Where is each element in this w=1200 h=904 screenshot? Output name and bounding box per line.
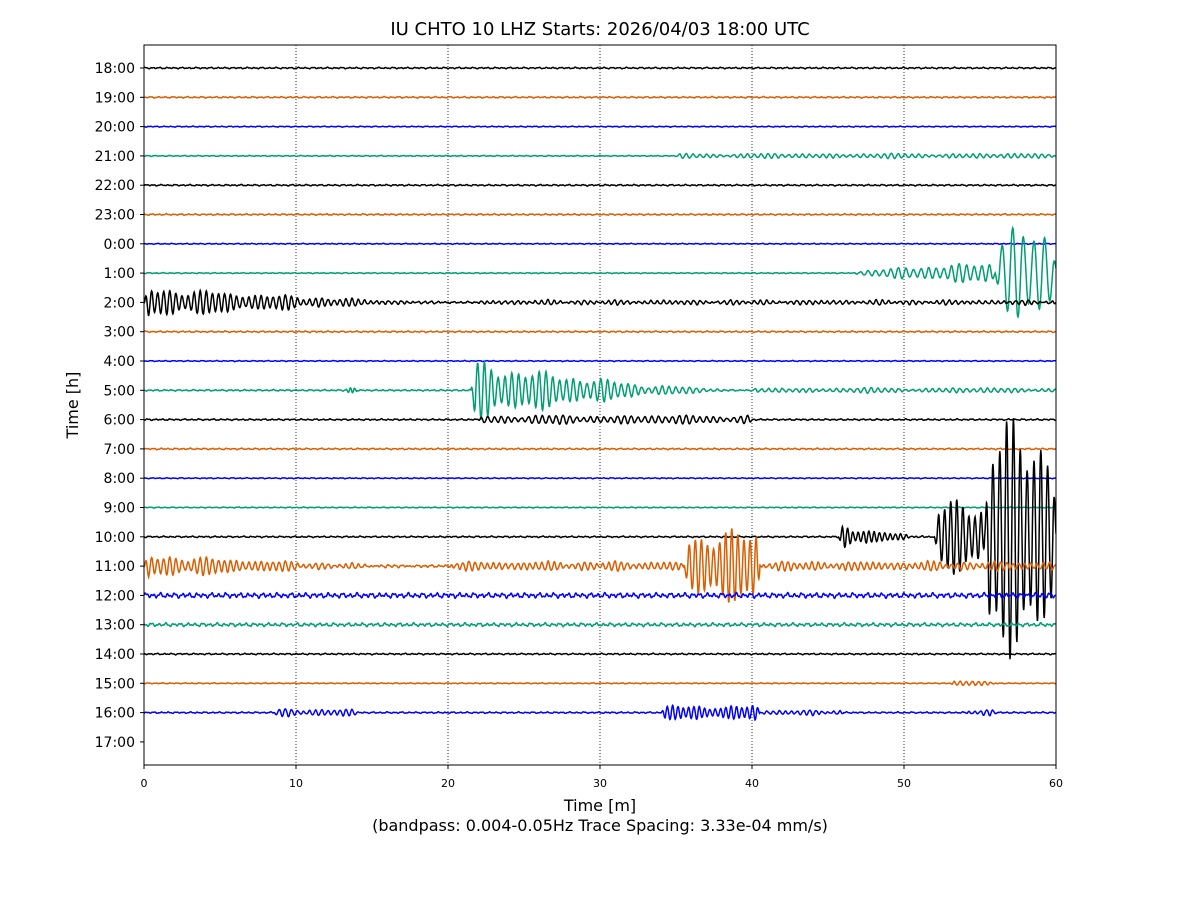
y-tick-label: 10:00: [95, 530, 135, 546]
x-tick-label: 20: [441, 777, 455, 790]
y-tick-label: 8:00: [104, 471, 135, 487]
trace-1-00: [144, 225, 1056, 319]
trace-21-00: [144, 152, 1056, 160]
x-tick-label: 0: [141, 777, 148, 790]
y-tick-label: 19:00: [95, 90, 135, 106]
y-tick-label: 12:00: [95, 588, 135, 604]
grid-lines: [295, 45, 905, 765]
x-tick-label: 60: [1049, 777, 1063, 790]
trace-3-00: [144, 330, 1056, 334]
x-tick-label: 10: [289, 777, 303, 790]
y-tick-label: 1:00: [104, 266, 135, 282]
y-axis-label: Time [h]: [63, 372, 82, 440]
y-tick-label: 20:00: [95, 120, 135, 136]
trace-0-00: [144, 242, 1056, 246]
y-tick-label: 4:00: [104, 354, 135, 370]
y-tick-label: 18:00: [95, 61, 135, 77]
trace-2-00: [144, 288, 1056, 317]
y-tick-label: 11:00: [95, 559, 135, 575]
y-tick-label: 9:00: [104, 501, 135, 517]
x-tick-label: 50: [897, 777, 911, 790]
y-tick-label: 7:00: [104, 442, 135, 458]
y-tick-label: 23:00: [95, 208, 135, 224]
y-tick-label: 3:00: [104, 325, 135, 341]
trace-14-00: [144, 652, 1056, 656]
trace-6-00: [144, 414, 1056, 426]
y-tick-label: 2:00: [104, 295, 135, 311]
trace-8-00: [144, 476, 1056, 480]
y-tick-label: 5:00: [104, 383, 135, 399]
trace-13-00: [144, 621, 1056, 628]
x-axis-ticks: 0 10 20 30 40 50 60: [141, 765, 1063, 790]
y-tick-label: 15:00: [95, 676, 135, 692]
trace-7-00: [144, 447, 1056, 451]
chart-subtitle: (bandpass: 0.004-0.05Hz Trace Spacing: 3…: [372, 816, 828, 835]
x-tick-label: 30: [593, 777, 607, 790]
trace-15-00: [144, 680, 1056, 687]
y-tick-label: 6:00: [104, 413, 135, 429]
traces: [144, 66, 1056, 722]
y-tick-label: 17:00: [95, 735, 135, 751]
y-tick-label: 13:00: [95, 618, 135, 634]
y-axis-ticks: 18:00 19:00 20:00 21:00 22:00 23:00 0:00 1:00 2:…: [95, 61, 144, 751]
chart-title: IU CHTO 10 LHZ Starts: 2026/04/03 18:00 …: [390, 19, 809, 40]
trace-18-00: [144, 66, 1056, 70]
trace-5-00: [144, 359, 1056, 420]
x-axis-label: Time [m]: [563, 796, 636, 815]
y-tick-label: 21:00: [95, 149, 135, 165]
trace-9-00: [144, 506, 1056, 509]
y-tick-label: 22:00: [95, 178, 135, 194]
y-tick-label: 16:00: [95, 706, 135, 722]
trace-11-00: [144, 528, 1056, 603]
trace-23-00: [144, 212, 1056, 217]
trace-12-00: [144, 591, 1056, 600]
trace-22-00: [144, 183, 1056, 187]
trace-19-00: [144, 95, 1056, 100]
trace-4-00: [144, 359, 1056, 363]
trace-16-00: [144, 703, 1056, 722]
y-tick-label: 0:00: [104, 237, 135, 253]
trace-20-00: [144, 125, 1056, 128]
x-tick-label: 40: [745, 777, 759, 790]
y-tick-label: 14:00: [95, 647, 135, 663]
trace-10-00: [144, 418, 1056, 660]
